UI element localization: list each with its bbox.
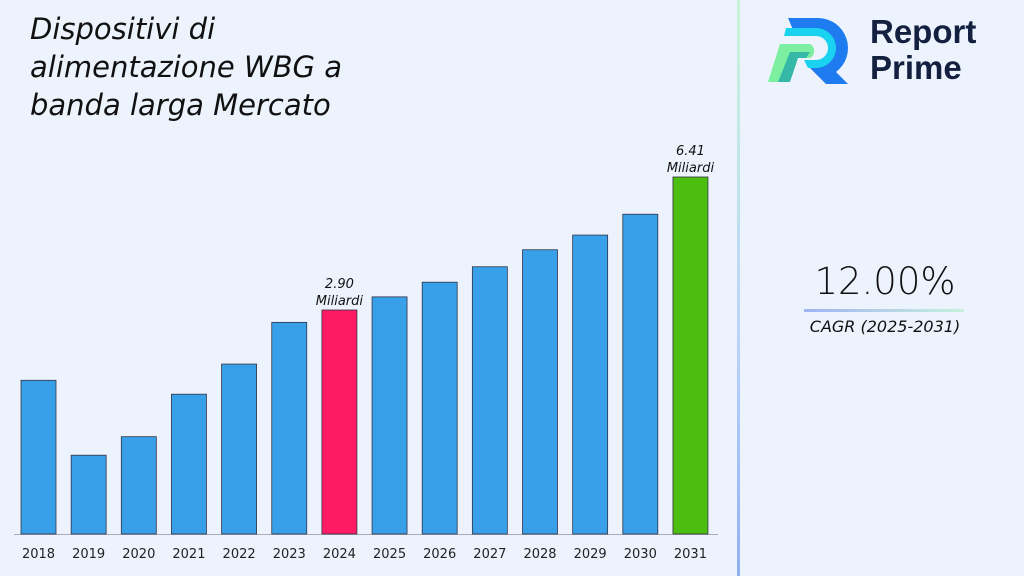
x-tick-label: 2030 <box>624 547 657 562</box>
bar-chart: 2018 2019 2020 2021 2022 2023 2024 2.90 Miliardi… <box>14 144 718 562</box>
bar-2028 <box>522 249 558 535</box>
x-tick-label: 2027 <box>473 547 506 562</box>
bar-2024 <box>321 309 358 535</box>
cagr-label: CAGR (2025-2031) <box>809 317 961 336</box>
bar-2031 <box>672 176 709 535</box>
bar-2019 <box>70 454 107 535</box>
data-label-unit: Miliardi <box>316 294 364 309</box>
x-tick-label: 2025 <box>373 547 406 562</box>
cagr-underline <box>804 309 964 312</box>
x-tick-label: 2020 <box>122 547 155 562</box>
x-tick-label: 2024 <box>323 547 356 562</box>
x-tick-label: 2022 <box>223 547 256 562</box>
cagr-value: 12.00% <box>814 260 956 303</box>
brand-line1: Report <box>870 13 977 50</box>
x-tick-label: 2021 <box>172 547 205 562</box>
report-prime-logo-icon <box>768 18 848 84</box>
bar-2030 <box>622 213 659 535</box>
x-tick-label: 2028 <box>523 547 556 562</box>
bar-2025 <box>371 296 408 535</box>
x-tick-label: 2019 <box>72 547 105 562</box>
bar-2029 <box>572 234 609 535</box>
chart-title: Dispositivi di alimentazione WBG a banda… <box>30 12 342 122</box>
bar-2021 <box>171 393 207 535</box>
x-tick-label: 2026 <box>423 547 456 562</box>
data-label-unit: Miliardi <box>667 161 715 176</box>
bar-2027 <box>471 266 508 535</box>
bar-2022 <box>221 363 258 535</box>
bar-2023 <box>271 321 308 535</box>
x-tick-label: 2029 <box>574 547 607 562</box>
data-label-value: 6.41 <box>676 144 705 159</box>
x-tick-label: 2031 <box>674 547 707 562</box>
x-tick-label: 2018 <box>22 547 55 562</box>
divider <box>737 0 740 576</box>
brand-name: Report Prime <box>870 14 976 86</box>
bar-2018 <box>20 379 57 535</box>
bar-2020 <box>120 436 157 535</box>
data-label-value: 2.90 <box>325 277 354 292</box>
x-tick-label: 2023 <box>273 547 306 562</box>
bar-2026 <box>421 281 458 535</box>
brand-line2: Prime <box>870 49 962 86</box>
